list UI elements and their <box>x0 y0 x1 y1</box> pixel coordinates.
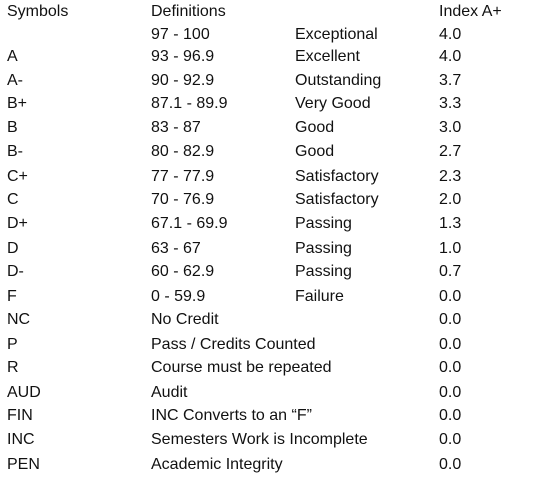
description-cell: Satisfactory <box>295 191 379 208</box>
header-index: Index A+ <box>439 3 502 20</box>
table-row: C+ 77 - 77.9 Satisfactory 2.3 <box>0 165 537 189</box>
table-row: FIN INC Converts to an “F” 0.0 <box>0 404 537 428</box>
definition-cell: 93 - 96.9 <box>151 48 215 65</box>
definition-cell: 87.1 - 89.9 <box>151 95 228 112</box>
description-cell: Good <box>295 143 335 160</box>
table-row: D+ 67.1 - 69.9 Passing 1.3 <box>0 212 537 236</box>
symbol-cell: P <box>7 336 18 353</box>
table-row: INC Semesters Work is Incomplete 0.0 <box>0 428 537 452</box>
table-row: B- 80 - 82.9 Good 2.7 <box>0 140 537 164</box>
definition-cell: Audit <box>151 384 188 401</box>
description-cell: Good <box>295 119 335 136</box>
description-cell: Failure <box>295 288 344 305</box>
index-cell: 0.0 <box>439 311 462 328</box>
definition-cell: 60 - 62.9 <box>151 263 215 280</box>
description-cell: Satisfactory <box>295 168 379 185</box>
table-row: F 0 - 59.9 Failure 0.0 <box>0 285 537 309</box>
table-row: A 93 - 96.9 Excellent 4.0 <box>0 45 537 69</box>
index-cell: 0.0 <box>439 456 462 473</box>
symbol-cell: A- <box>7 72 23 89</box>
definition-cell: Semesters Work is Incomplete <box>151 431 368 448</box>
index-cell: 3.3 <box>439 95 462 112</box>
header-symbols: Symbols <box>7 3 69 20</box>
table-row: NC No Credit 0.0 <box>0 308 537 332</box>
index-cell: 4.0 <box>439 48 462 65</box>
definition-cell: 83 - 87 <box>151 119 201 136</box>
table-row: PEN Academic Integrity 0.0 <box>0 453 537 477</box>
definition-cell: Academic Integrity <box>151 456 283 473</box>
symbol-cell: B <box>7 119 18 136</box>
index-cell: 0.7 <box>439 263 462 280</box>
index-cell: 0.0 <box>439 407 462 424</box>
index-cell: 0.0 <box>439 359 462 376</box>
definition-cell: INC Converts to an “F” <box>151 407 312 424</box>
index-cell: 3.0 <box>439 119 462 136</box>
index-cell: 2.3 <box>439 168 462 185</box>
index-cell: 2.7 <box>439 143 462 160</box>
symbol-cell: B+ <box>7 95 28 112</box>
description-cell: Passing <box>295 240 352 257</box>
definition-cell: No Credit <box>151 311 219 328</box>
symbol-cell: FIN <box>7 407 33 424</box>
definition-cell: Pass / Credits Counted <box>151 336 316 353</box>
table-row: A- 90 - 92.9 Outstanding 3.7 <box>0 69 537 93</box>
description-cell: Passing <box>295 263 352 280</box>
symbol-cell: NC <box>7 311 31 328</box>
index-cell: 1.0 <box>439 240 462 257</box>
index-cell: 4.0 <box>439 26 462 43</box>
index-cell: 0.0 <box>439 336 462 353</box>
definition-cell: Course must be repeated <box>151 359 332 376</box>
symbol-cell: AUD <box>7 384 41 401</box>
index-cell: 2.0 <box>439 191 462 208</box>
header-row: Symbols Definitions Index A+ <box>0 0 537 24</box>
definition-cell: 80 - 82.9 <box>151 143 215 160</box>
symbol-cell: INC <box>7 431 35 448</box>
symbol-cell: C+ <box>7 168 28 185</box>
table-row: AUD Audit 0.0 <box>0 381 537 405</box>
description-cell: Outstanding <box>295 72 382 89</box>
definition-cell: 67.1 - 69.9 <box>151 215 228 232</box>
symbol-cell: A <box>7 48 18 65</box>
table-row: P Pass / Credits Counted 0.0 <box>0 333 537 357</box>
table-row: D 63 - 67 Passing 1.0 <box>0 237 537 261</box>
definition-cell: 70 - 76.9 <box>151 191 215 208</box>
index-cell: 3.7 <box>439 72 462 89</box>
index-cell: 0.0 <box>439 431 462 448</box>
table-row: D- 60 - 62.9 Passing 0.7 <box>0 260 537 284</box>
definition-cell: 90 - 92.9 <box>151 72 215 89</box>
symbol-cell: C <box>7 191 19 208</box>
index-cell: 0.0 <box>439 384 462 401</box>
definition-cell: 97 - 100 <box>151 26 210 43</box>
symbol-cell: D- <box>7 263 24 280</box>
table-row: B+ 87.1 - 89.9 Very Good 3.3 <box>0 92 537 116</box>
definition-cell: 63 - 67 <box>151 240 201 257</box>
description-cell: Very Good <box>295 95 371 112</box>
index-cell: 0.0 <box>439 288 462 305</box>
index-cell: 1.3 <box>439 215 462 232</box>
symbol-cell: B- <box>7 143 23 160</box>
description-cell: Excellent <box>295 48 360 65</box>
definition-cell: 0 - 59.9 <box>151 288 206 305</box>
table-row: B 83 - 87 Good 3.0 <box>0 116 537 140</box>
symbol-cell: PEN <box>7 456 40 473</box>
symbol-cell: R <box>7 359 19 376</box>
description-cell: Exceptional <box>295 26 378 43</box>
symbol-cell: F <box>7 288 17 305</box>
table-row: R Course must be repeated 0.0 <box>0 356 537 380</box>
description-cell: Passing <box>295 215 352 232</box>
symbol-cell: D+ <box>7 215 28 232</box>
definition-cell: 77 - 77.9 <box>151 168 215 185</box>
table-row: 97 - 100 Exceptional 4.0 <box>0 23 537 47</box>
header-definitions: Definitions <box>151 3 226 20</box>
symbol-cell: D <box>7 240 19 257</box>
table-row: C 70 - 76.9 Satisfactory 2.0 <box>0 188 537 212</box>
